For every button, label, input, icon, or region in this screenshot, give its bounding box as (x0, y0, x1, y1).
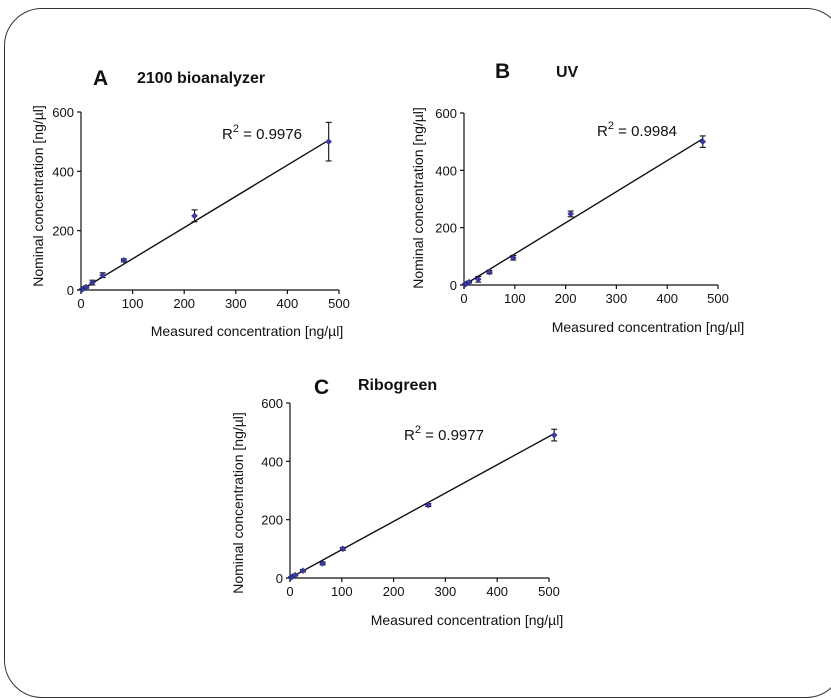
data-point (82, 283, 90, 291)
x-tick-label: 200 (555, 291, 577, 306)
plot-c: 0 200 400 600 0 100 200 300 400 500 (261, 396, 560, 599)
data-point (465, 278, 473, 286)
panel-b-y-axis-label: Nominal concentration [ng/µl] (410, 107, 426, 289)
x-tick-label: 100 (331, 584, 353, 599)
data-point (120, 256, 128, 264)
x-tick-label: 300 (435, 584, 457, 599)
panel-c-title: Ribogreen (358, 377, 437, 394)
panel-c: C Ribogreen R2 = 0.9977 Nominal concentr… (230, 376, 563, 628)
panel-a-r2: R2 = 0.9976 (222, 123, 302, 143)
data-point (474, 275, 482, 283)
y-tick-label: 400 (435, 163, 457, 178)
data-point (550, 431, 558, 439)
data-point (88, 279, 96, 286)
x-tick-label: 400 (277, 296, 299, 311)
panel-c-r2-value: 0.9977 (438, 427, 484, 444)
y-tick-label: 400 (261, 454, 283, 469)
data-point (99, 271, 107, 279)
panel-b-letter: B (495, 60, 510, 83)
x-tick-label: 100 (504, 291, 526, 306)
data-point (339, 545, 347, 553)
panel-c-x-axis-label: Measured concentration [ng/µl] (371, 612, 564, 628)
panel-b-r2: R2 = 0.9984 (597, 120, 677, 140)
plot-b: 0 200 400 600 0 100 200 300 400 500 (435, 106, 729, 306)
y-tick-label: 200 (52, 224, 74, 239)
data-point (486, 268, 493, 276)
x-tick-label: 400 (656, 291, 678, 306)
regression-line (80, 139, 330, 291)
data-point (509, 254, 517, 262)
x-tick-label: 100 (122, 296, 144, 311)
regression-line (463, 138, 704, 286)
x-tick-label: 300 (606, 291, 628, 306)
panel-a-x-axis-label: Measured concentration [ng/µl] (151, 323, 344, 339)
x-tick-label: 500 (328, 296, 350, 311)
y-tick-label: 600 (52, 105, 74, 120)
panel-a: A 2100 bioanalyzer R2 = 0.9976 Nominal c… (30, 67, 343, 339)
y-tick-label: 0 (276, 571, 283, 586)
data-point (291, 571, 299, 579)
x-tick-label: 0 (460, 291, 467, 306)
x-tick-label: 400 (486, 584, 508, 599)
plot-layer: 0 200 400 600 0 100 200 300 400 500 0 200 400 600 0 100… (52, 105, 729, 599)
x-tick-label: 200 (383, 584, 405, 599)
data-point (699, 138, 707, 146)
x-tick-label: 300 (225, 296, 247, 311)
panel-b: B UV R2 = 0.9984 Nominal concentration [… (410, 60, 744, 335)
regression-line (289, 433, 555, 579)
panel-b-title: UV (556, 64, 579, 81)
data-point (191, 212, 198, 220)
figure-canvas: A 2100 bioanalyzer R2 = 0.9976 Nominal c… (30, 60, 744, 628)
y-tick-label: 600 (261, 396, 283, 411)
y-tick-label: 200 (435, 221, 457, 236)
data-point (319, 560, 326, 567)
x-tick-label: 0 (286, 584, 293, 599)
y-tick-label: 200 (261, 513, 283, 528)
y-tick-label: 0 (67, 283, 74, 298)
data-point (299, 567, 307, 575)
y-tick-label: 600 (435, 106, 457, 121)
data-point (567, 210, 575, 218)
x-tick-label: 0 (77, 296, 84, 311)
data-point (424, 501, 432, 509)
panel-c-y-axis-label: Nominal concentration [ng/µl] (230, 412, 246, 594)
panel-c-r2: R2 = 0.9977 (404, 424, 484, 444)
panel-a-letter: A (93, 67, 108, 90)
x-tick-label: 500 (707, 291, 729, 306)
x-tick-label: 500 (538, 584, 560, 599)
x-tick-label: 200 (173, 296, 195, 311)
y-tick-label: 0 (450, 278, 457, 293)
data-point (325, 138, 333, 146)
plot-a: 0 200 400 600 0 100 200 300 400 500 (52, 105, 350, 311)
panel-b-x-axis-label: Measured concentration [ng/µl] (552, 319, 745, 335)
y-tick-label: 400 (52, 164, 74, 179)
panel-a-r2-value: 0.9976 (256, 126, 302, 143)
panel-b-r2-value: 0.9984 (631, 123, 677, 140)
panel-a-title: 2100 bioanalyzer (137, 70, 265, 87)
panel-a-y-axis-label: Nominal concentration [ng/µl] (30, 105, 46, 287)
panel-c-letter: C (314, 376, 329, 399)
